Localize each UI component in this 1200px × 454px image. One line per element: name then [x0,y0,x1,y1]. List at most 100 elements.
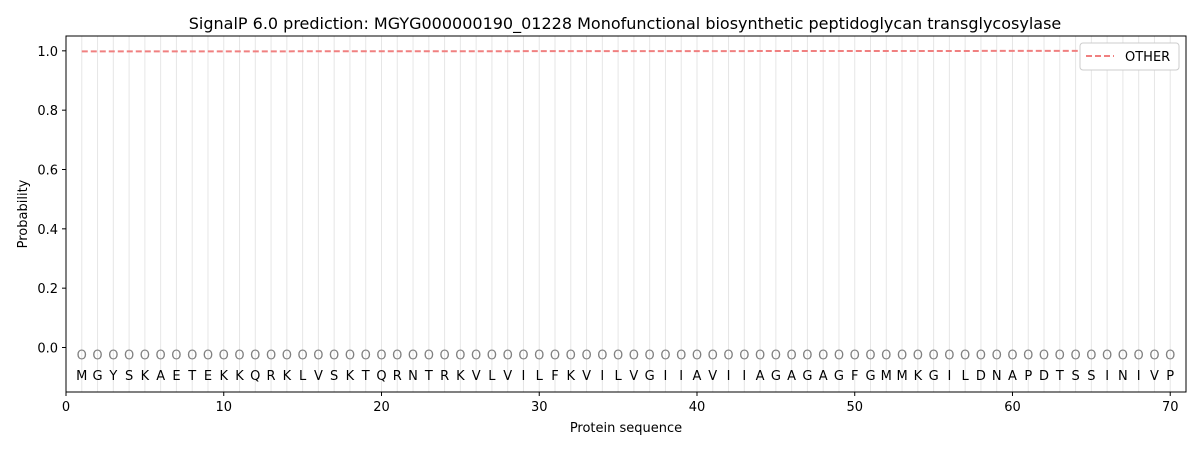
state-label-23: O [424,348,434,363]
plot-frame [65,35,1187,393]
state-label-11: O [234,348,244,363]
x-tick-label-50: 50 [846,400,863,415]
state-label-36: O [629,348,639,363]
state-label-12: O [250,348,260,363]
state-label-2: O [92,348,102,363]
state-label-42: O [723,348,733,363]
residue-label-33: V [582,369,591,384]
residue-label-3: Y [108,369,117,384]
state-label-52: O [881,348,891,363]
residue-label-38: I [664,369,668,384]
y-tick-label-0.6: 0.6 [37,164,58,179]
state-label-26: O [471,348,481,363]
legend-label-other: OTHER [1125,50,1170,65]
residue-label-67: N [1118,369,1128,384]
state-label-67: O [1118,348,1128,363]
state-label-64: O [1070,348,1080,363]
state-label-5: O [140,348,150,363]
residue-label-55: G [929,369,939,384]
x-tick-label-60: 60 [1004,400,1021,415]
residue-label-46: A [787,369,796,384]
residue-label-39: I [679,369,683,384]
residue-label-31: F [551,369,558,384]
residue-label-8: T [187,369,196,384]
x-tick-label-70: 70 [1162,400,1179,415]
state-label-4: O [124,348,134,363]
state-label-31: O [550,348,560,363]
residue-label-42: I [727,369,731,384]
residue-label-49: G [834,369,844,384]
residue-label-65: S [1087,369,1095,384]
residue-label-54: K [914,369,923,384]
state-label-55: O [928,348,938,363]
state-label-21: O [392,348,402,363]
state-label-18: O [345,348,355,363]
residue-label-26: V [472,369,481,384]
residue-label-68: I [1137,369,1141,384]
state-label-49: O [834,348,844,363]
residue-label-58: D [976,369,986,384]
state-label-8: O [187,348,197,363]
residue-label-56: I [947,369,951,384]
residue-label-64: S [1071,369,1079,384]
residue-label-4: S [125,369,133,384]
residue-label-61: P [1024,369,1032,384]
state-label-19: O [361,348,371,363]
residue-label-66: I [1105,369,1109,384]
residue-label-25: K [456,369,465,384]
state-label-9: O [203,348,213,363]
residue-label-13: R [267,369,276,384]
state-label-41: O [708,348,718,363]
residue-marks: OMOGOYOSOKOAOEOTOEOKOKOQOROKOLOVOSOKOTOQ… [76,348,1175,383]
residue-label-47: G [802,369,812,384]
legend-box [1079,42,1180,71]
state-label-37: O [645,348,655,363]
state-label-48: O [818,348,828,363]
residue-label-2: G [93,369,103,384]
residue-label-44: A [756,369,765,384]
residue-label-5: K [141,369,150,384]
residue-label-52: M [881,369,892,384]
state-label-66: O [1102,348,1112,363]
residue-label-34: I [600,369,604,384]
state-label-25: O [455,348,465,363]
y-axis-label: Probability [16,179,31,248]
state-label-65: O [1086,348,1096,363]
residue-label-11: K [235,369,244,384]
residue-label-29: I [522,369,526,384]
state-label-59: O [992,348,1002,363]
y-tick-label-0.2: 0.2 [37,282,58,297]
state-label-33: O [581,348,591,363]
state-label-38: O [660,348,670,363]
state-label-70: O [1165,348,1175,363]
y-axis: 0.0 0.2 0.4 0.6 0.8 1.0 [37,45,66,357]
state-label-51: O [865,348,875,363]
state-label-27: O [487,348,497,363]
residue-label-36: V [629,369,638,384]
x-tick-label-20: 20 [373,400,390,415]
state-label-32: O [566,348,576,363]
state-label-34: O [597,348,607,363]
residue-label-18: K [346,369,355,384]
residue-label-12: Q [250,369,260,384]
residue-label-14: K [283,369,292,384]
residue-label-24: R [440,369,449,384]
state-label-15: O [298,348,308,363]
residue-label-20: Q [376,369,386,384]
residue-label-59: N [992,369,1002,384]
residue-label-21: R [393,369,402,384]
state-label-6: O [156,348,166,363]
residue-label-50: F [851,369,858,384]
residue-label-48: A [819,369,828,384]
state-label-1: O [77,348,87,363]
legend: OTHER [1079,42,1180,71]
state-label-30: O [534,348,544,363]
residue-label-6: A [156,369,165,384]
state-label-50: O [850,348,860,363]
series-line-other [81,49,1171,53]
state-label-68: O [1134,348,1144,363]
state-label-63: O [1055,348,1065,363]
state-label-43: O [739,348,749,363]
